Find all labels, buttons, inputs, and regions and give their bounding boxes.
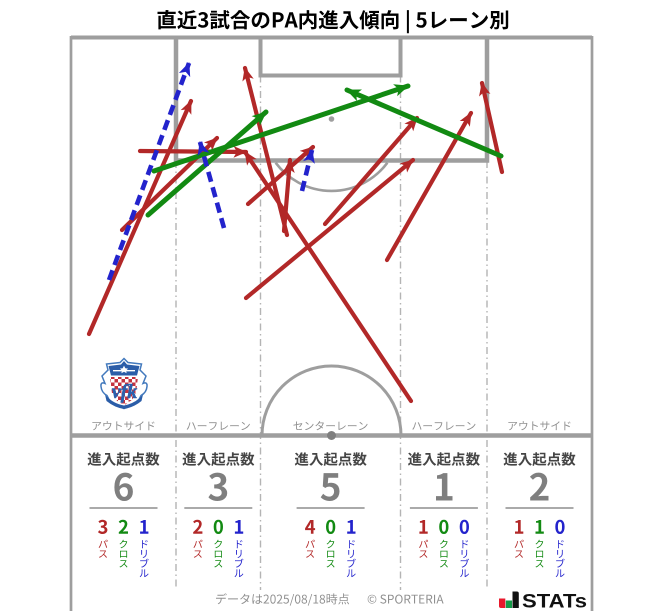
svg-text:STATs: STATs (522, 592, 587, 611)
svg-text:vfk: vfk (112, 381, 138, 403)
